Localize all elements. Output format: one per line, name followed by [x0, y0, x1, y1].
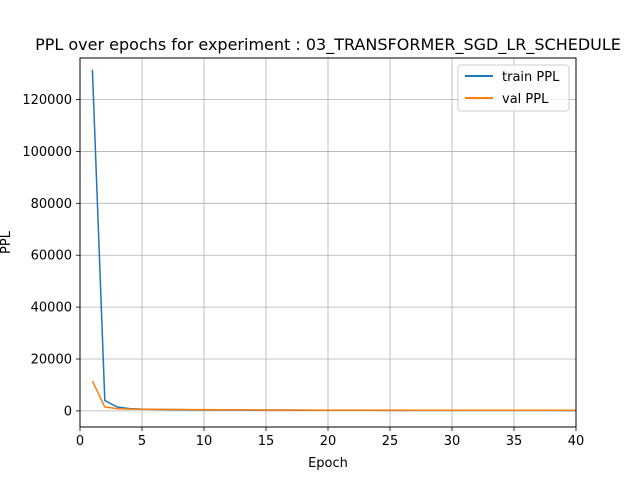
series-line-1	[91, 380, 577, 412]
series-lines	[91, 69, 577, 412]
y-tick-label: 60000	[31, 249, 72, 264]
x-tick-label: 20	[320, 434, 337, 449]
x-tick-label: 40	[568, 434, 585, 449]
y-tick-label: 100000	[22, 145, 72, 160]
x-tick-label: 35	[506, 434, 523, 449]
legend: train PPL val PPL	[457, 64, 570, 112]
x-tick-label: 10	[196, 434, 213, 449]
legend-label-1: val PPL	[502, 92, 549, 107]
axis-ticks: 0 5 10 15 20 25 30 35 40 0 20000 40000 60000 80000 100…	[22, 93, 584, 449]
y-tick-label: 0	[64, 404, 72, 419]
x-tick-label: 0	[76, 434, 84, 449]
x-tick-label: 15	[258, 434, 275, 449]
y-tick-label: 80000	[31, 197, 72, 212]
y-tick-label: 120000	[22, 93, 72, 108]
x-tick-label: 30	[444, 434, 461, 449]
y-axis-label: PPL	[0, 230, 14, 254]
x-axis-label: Epoch	[308, 456, 348, 471]
chart-title: PPL over epochs for experiment : 03_TRAN…	[35, 35, 621, 55]
y-tick-label: 20000	[31, 353, 72, 368]
legend-label-0: train PPL	[502, 70, 560, 85]
y-tick-label: 40000	[31, 301, 72, 316]
x-tick-label: 5	[138, 434, 146, 449]
x-tick-label: 25	[382, 434, 399, 449]
